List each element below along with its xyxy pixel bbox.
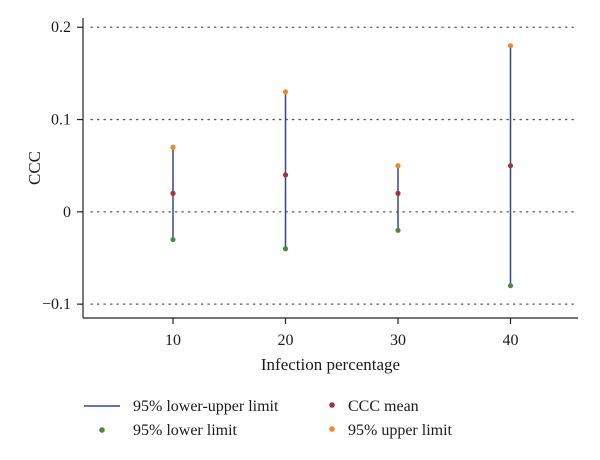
axes xyxy=(82,18,578,319)
axis-ticks: 0.2 0.1 0 −0.1 10 20 30 40 xyxy=(42,19,519,349)
grid-lines xyxy=(90,26,579,305)
lower-limit-point xyxy=(395,227,401,233)
mean-point xyxy=(395,190,401,196)
data-points xyxy=(170,43,514,289)
legend-item-upper: 95% upper limit xyxy=(329,422,453,439)
legend-lower-swatch xyxy=(99,427,105,433)
legend-upper-swatch xyxy=(329,426,335,432)
range-lines xyxy=(172,45,512,286)
legend: 95% lower-upper limit CCC mean 95% lower… xyxy=(84,398,453,439)
upper-limit-point xyxy=(282,89,289,95)
legend-label-upper: 95% upper limit xyxy=(348,422,453,439)
y-tick-label: 0 xyxy=(63,204,71,221)
y-tick-label: 0.1 xyxy=(51,112,71,129)
x-tick-label: 20 xyxy=(278,332,294,349)
legend-item-lower: 95% lower limit xyxy=(99,422,238,439)
upper-limit-point xyxy=(170,144,176,150)
x-tick-label: 40 xyxy=(503,332,519,349)
y-axis-title: CCC xyxy=(25,151,44,185)
mean-point xyxy=(282,172,289,178)
legend-label-range: 95% lower-upper limit xyxy=(133,398,279,415)
y-tick-label: −0.1 xyxy=(42,296,71,313)
upper-limit-point xyxy=(395,163,401,169)
legend-mean-swatch xyxy=(329,402,335,408)
lower-limit-point xyxy=(507,283,514,289)
legend-item-mean: CCC mean xyxy=(329,398,419,415)
x-tick-label: 10 xyxy=(165,332,181,349)
legend-item-range: 95% lower-upper limit xyxy=(84,398,279,415)
upper-limit-point xyxy=(507,43,514,49)
lower-limit-point xyxy=(170,236,176,243)
lower-limit-point xyxy=(282,246,289,252)
x-tick-label: 30 xyxy=(390,332,406,349)
mean-point xyxy=(507,163,514,169)
x-axis-title: Infection percentage xyxy=(261,355,400,374)
legend-label-mean: CCC mean xyxy=(348,398,419,415)
mean-point xyxy=(170,190,176,196)
legend-label-lower: 95% lower limit xyxy=(133,422,238,439)
y-tick-label: 0.2 xyxy=(51,19,71,36)
